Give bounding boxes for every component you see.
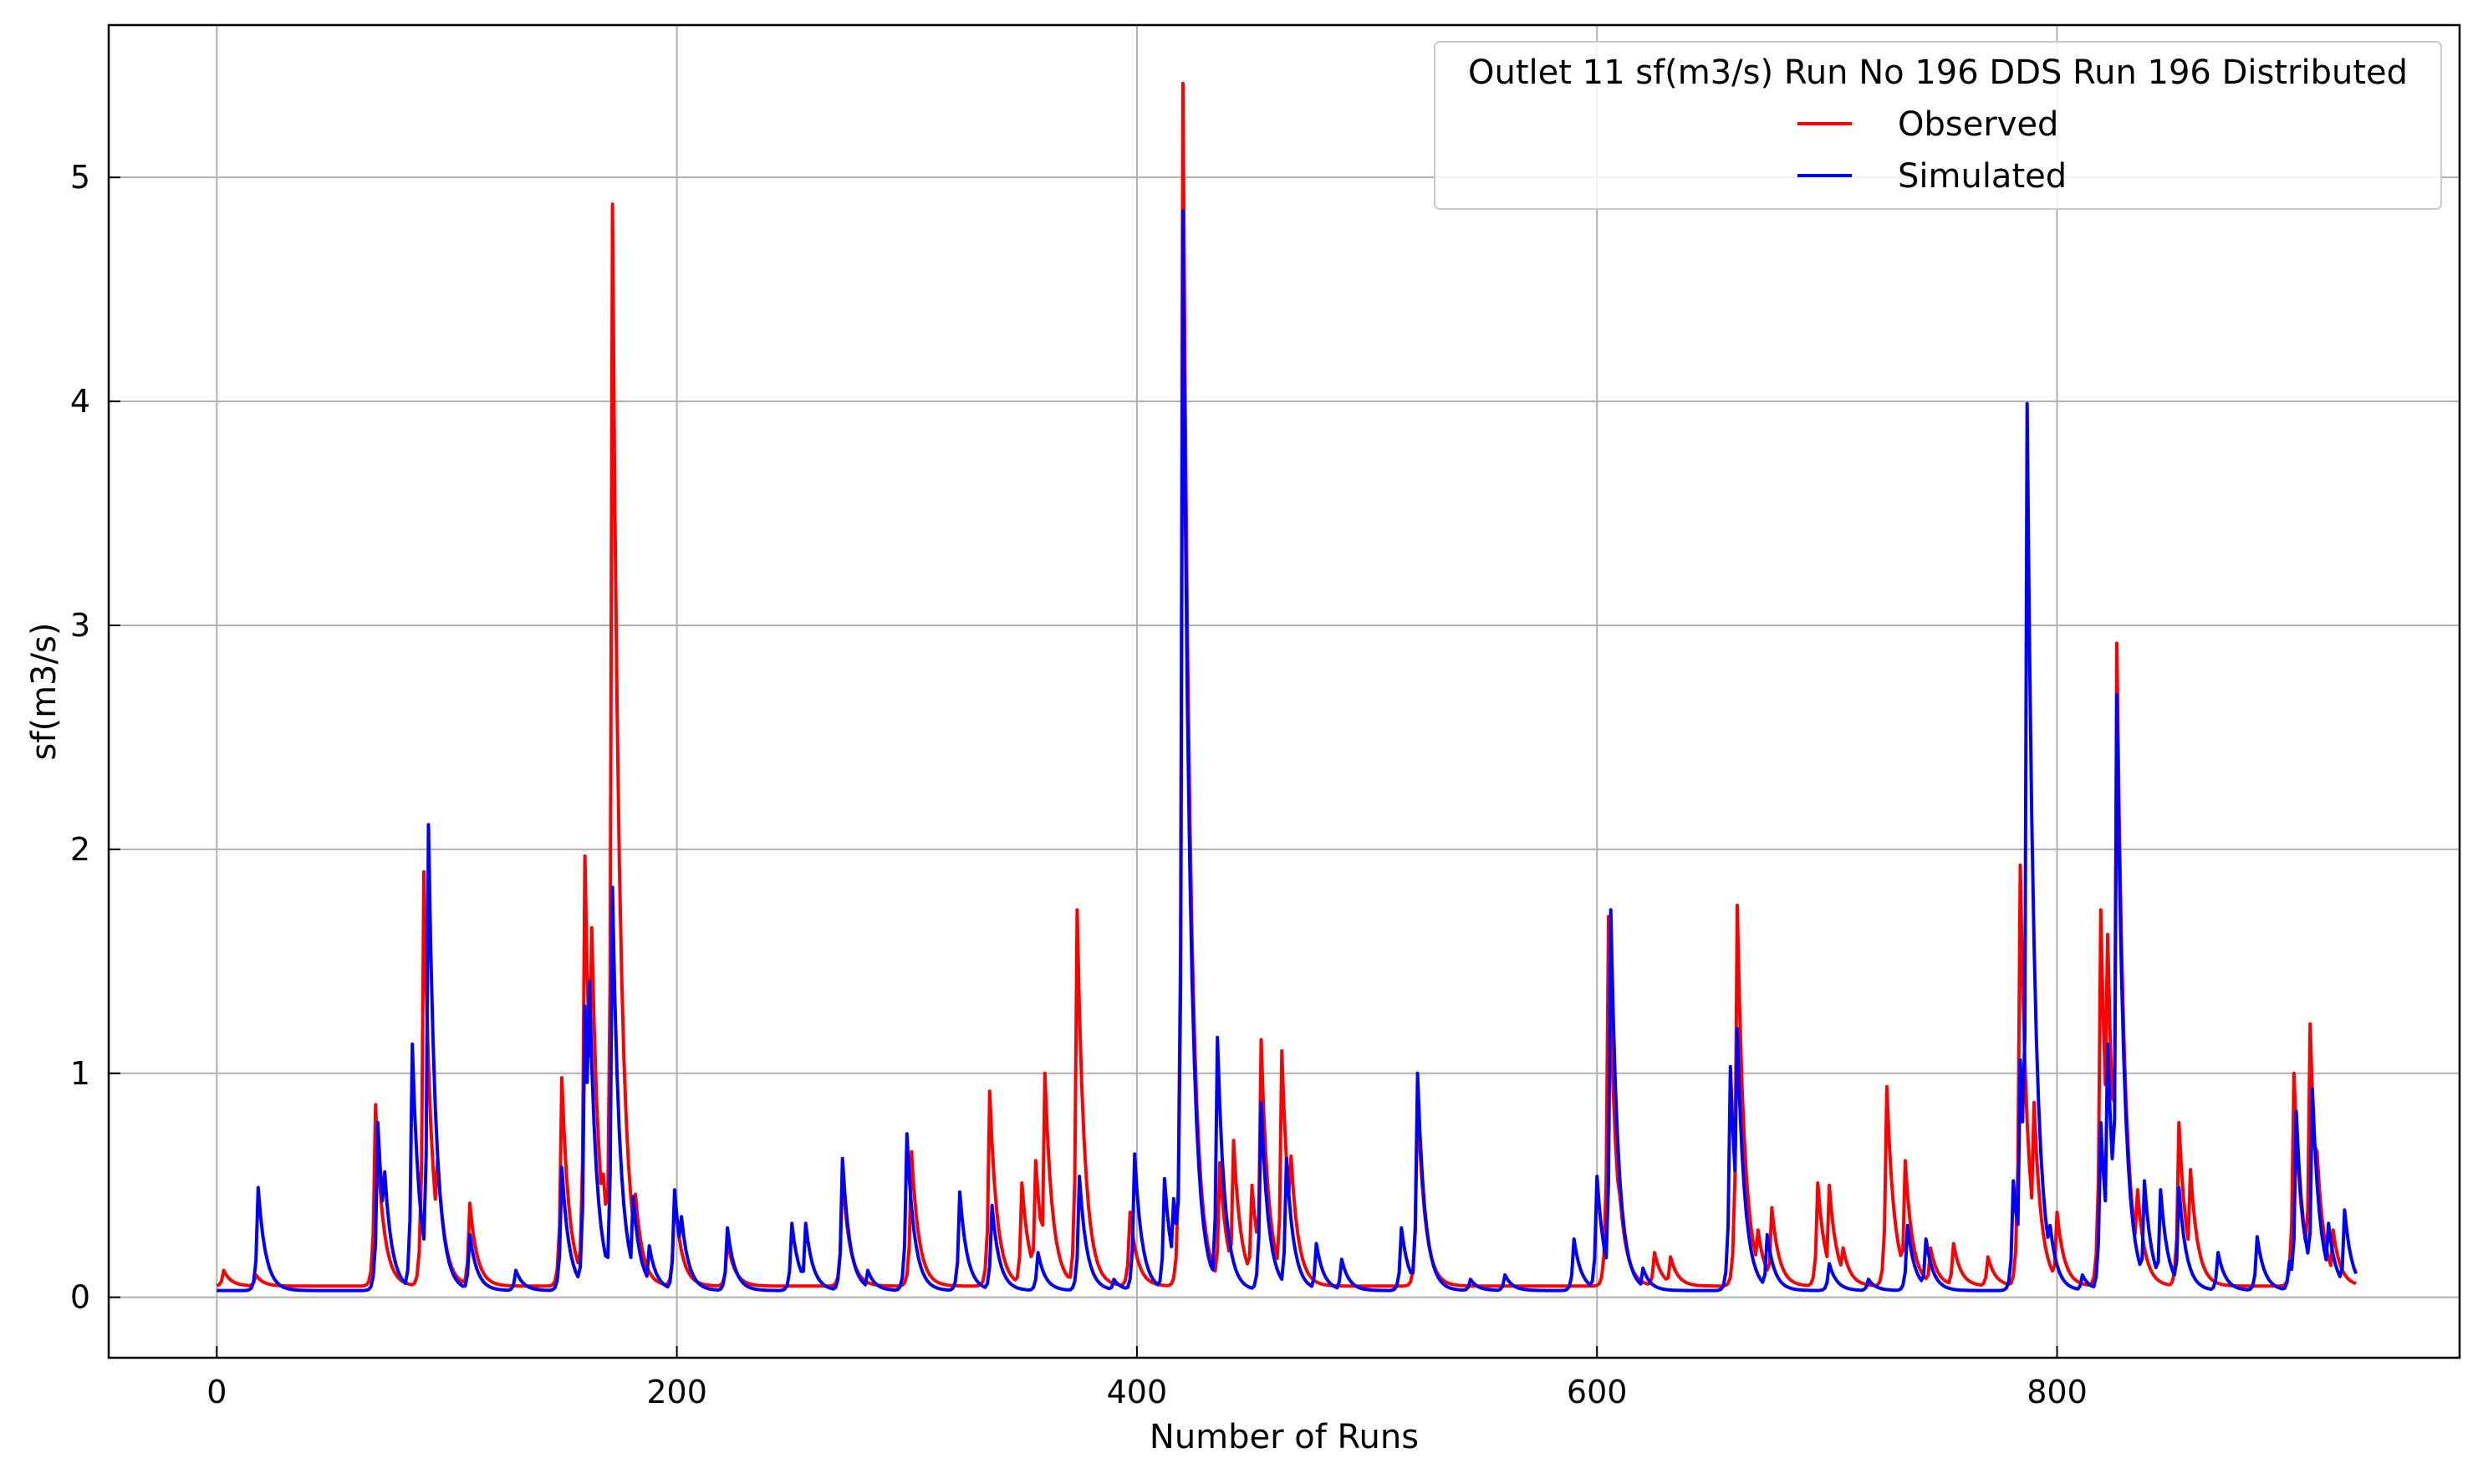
legend-box — [1434, 41, 2442, 210]
x-tick-label: 600 — [1567, 1374, 1628, 1410]
legend-title: Outlet 11 sf(m3/s) Run No 196 DDS Run 19… — [1468, 54, 2408, 92]
y-tick-label: 0 — [70, 1279, 90, 1316]
series-line-simulated — [217, 209, 2358, 1293]
y-tick-label: 1 — [70, 1055, 90, 1092]
x-axis-label: Number of Runs — [1150, 1418, 1419, 1456]
y-tick-label: 5 — [70, 159, 90, 196]
legend: Outlet 11 sf(m3/s) Run No 196 DDS Run 19… — [1434, 41, 2442, 210]
y-tick-label: 3 — [70, 607, 90, 644]
ticks: 0 200 400 600 800 0 1 2 3 4 5 — [70, 159, 2088, 1410]
x-tick-label: 400 — [1107, 1374, 1168, 1410]
y-tick-label: 4 — [70, 383, 90, 420]
y-tick-label: 2 — [70, 831, 90, 868]
legend-label-simulated: Simulated — [1898, 157, 2067, 196]
series-layer — [216, 81, 2358, 1293]
y-axis-label: sf(m3/s) — [25, 623, 64, 761]
x-tick-label: 200 — [646, 1374, 707, 1410]
x-tick-label: 800 — [2027, 1374, 2088, 1410]
legend-label-observed: Observed — [1898, 105, 2058, 144]
x-tick-label: 0 — [206, 1374, 227, 1410]
plot-frame — [107, 23, 2461, 1359]
